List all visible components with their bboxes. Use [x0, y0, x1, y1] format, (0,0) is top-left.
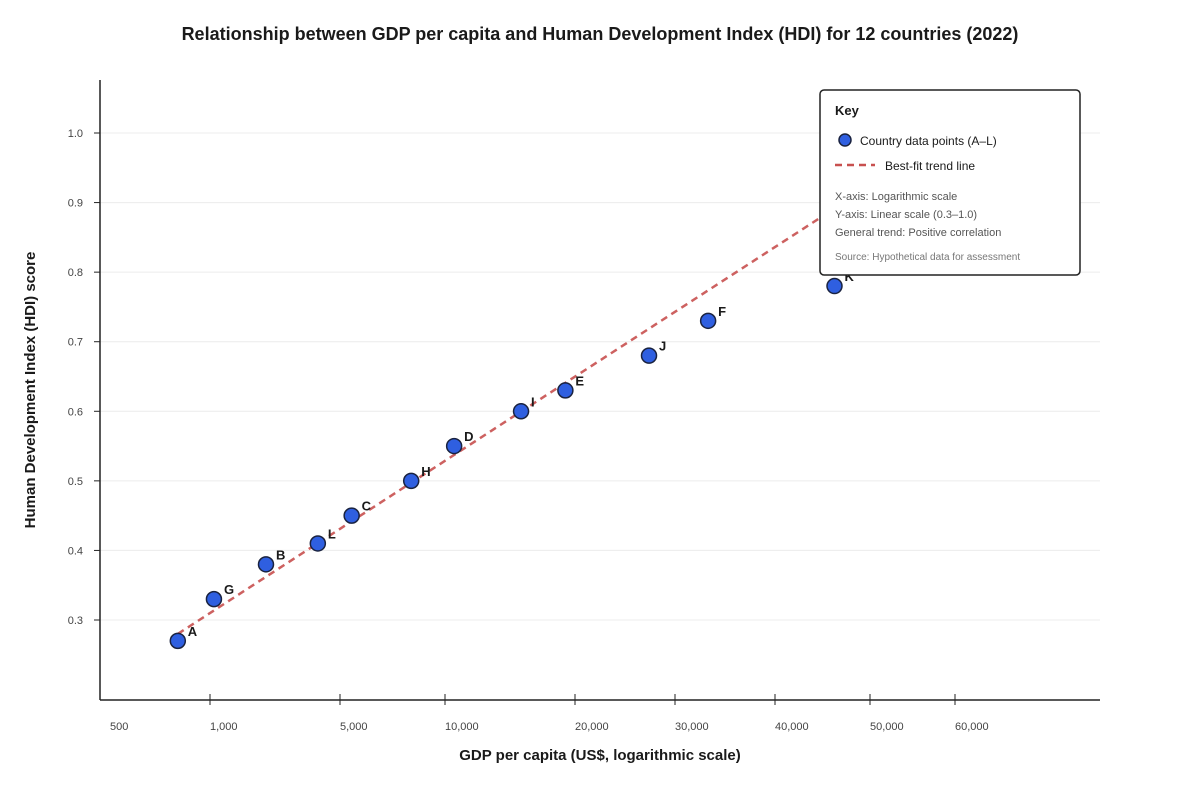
- grid-lines: [100, 132, 1100, 621]
- data-point: [257, 556, 275, 573]
- data-point: [557, 382, 574, 399]
- data-point: [640, 347, 658, 364]
- data-point: [445, 437, 463, 455]
- data-point-label: C: [362, 499, 372, 514]
- legend: Key Country data points (A–L) Best-fit t…: [819, 89, 1081, 276]
- x-tick-label: 10,000: [445, 721, 479, 733]
- data-point-label: J: [659, 339, 666, 354]
- data-point: [826, 277, 843, 295]
- data-points: A G B L C H D I E J F K: [169, 269, 855, 650]
- data-point: [699, 312, 717, 330]
- x-tick-label: 1,000: [210, 721, 238, 733]
- legend-box: [819, 89, 1081, 276]
- y-tick-label: 0.9: [68, 198, 83, 210]
- data-point-label: E: [575, 373, 584, 388]
- data-point: [205, 590, 223, 608]
- data-point-label: B: [276, 547, 285, 562]
- data-point-label: L: [328, 526, 336, 541]
- x-tick-label: 20,000: [575, 721, 609, 733]
- x-tick-label: 40,000: [775, 721, 809, 733]
- tick-labels: 0.3 0.4 0.5 0.6 0.7 0.8 0.9 1.0 500 1,000 5,000 10,…: [68, 128, 989, 733]
- chart-title: Relationship between GDP per capita and …: [182, 24, 1019, 44]
- data-point-label: I: [531, 394, 535, 409]
- data-point: [343, 507, 360, 524]
- legend-note-y-axis: Y-axis: Linear scale (0.3–1.0): [835, 209, 977, 221]
- y-tick-label: 0.5: [68, 476, 83, 488]
- data-point: [169, 632, 187, 650]
- x-tick-label: 5,000: [340, 721, 368, 733]
- x-tick-label: 30,000: [675, 721, 709, 733]
- legend-trend-label: Best-fit trend line: [885, 159, 975, 173]
- y-tick-label: 0.7: [68, 337, 83, 349]
- legend-title: Key: [835, 103, 860, 118]
- x-tick-label: 500: [110, 721, 128, 733]
- data-point: [402, 472, 420, 490]
- data-point-label: F: [718, 304, 726, 319]
- y-axis-label: Human Development Index (HDI) score: [22, 252, 39, 529]
- data-point-label: K: [845, 269, 855, 284]
- y-tick-label: 1.0: [68, 128, 83, 140]
- x-axis-label: GDP per capita (US$, logarithmic scale): [459, 747, 740, 764]
- data-point-label: A: [188, 624, 198, 639]
- data-point: [309, 535, 327, 552]
- trend-line: [177, 201, 845, 635]
- y-tick-label: 0.8: [68, 267, 83, 279]
- x-tick-label: 60,000: [955, 721, 989, 733]
- y-tick-label: 0.4: [68, 545, 83, 557]
- axes: [99, 80, 1100, 701]
- x-tick-label: 50,000: [870, 721, 904, 733]
- legend-points-label: Country data points (A–L): [860, 134, 997, 148]
- legend-source: Source: Hypothetical data for assessment: [835, 252, 1020, 263]
- legend-note-trend: General trend: Positive correlation: [835, 227, 1001, 239]
- trend-line-group: [177, 201, 845, 635]
- y-tick-label: 0.3: [68, 615, 83, 627]
- data-point-label: G: [224, 582, 234, 597]
- data-point-label: D: [464, 429, 473, 444]
- y-tick-label: 0.6: [68, 406, 83, 418]
- legend-note-x-axis: X-axis: Logarithmic scale: [835, 191, 957, 203]
- legend-point-marker: [838, 133, 852, 147]
- data-point: [512, 403, 530, 420]
- data-point-label: H: [421, 464, 430, 479]
